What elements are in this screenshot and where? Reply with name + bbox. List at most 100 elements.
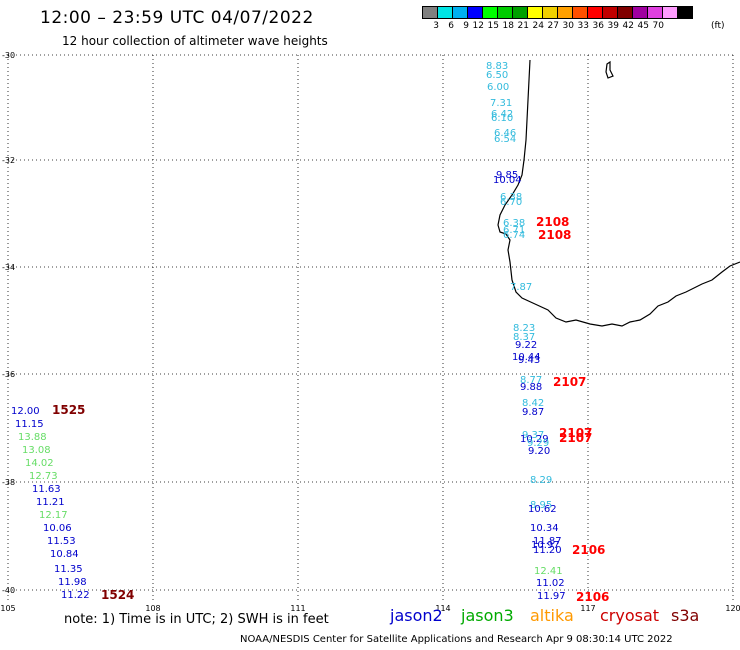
wave-height-value: 10.62	[528, 504, 557, 515]
legend-item-jason3: jason3	[461, 606, 514, 625]
wave-height-value: 11.20	[533, 545, 562, 556]
latitude-label: -38	[2, 478, 15, 487]
color-scale-tick: 3	[433, 21, 439, 31]
coastline-australia	[497, 59, 740, 327]
wave-height-value: 6.74	[503, 230, 525, 241]
wave-height-value: 8.42	[522, 398, 544, 409]
coastline-island	[605, 60, 614, 79]
wave-height-value: 6.42	[491, 109, 513, 120]
latitude-label: -40	[2, 586, 15, 595]
wave-height-value: 6.38	[503, 218, 525, 229]
pass-time-label: 1524	[101, 588, 134, 602]
graticule	[7, 54, 734, 600]
wave-height-value: 6.54	[494, 134, 516, 145]
wave-height-value: 9.29	[527, 438, 549, 449]
color-swatch	[677, 6, 693, 19]
pass-time-label: 2106	[576, 590, 609, 604]
wave-height-value: 10.84	[50, 549, 79, 560]
color-scale-tick: 9	[463, 21, 469, 31]
color-scale-unit: (ft)	[711, 21, 725, 31]
wave-height-value: 6.70	[500, 197, 522, 208]
wave-height-value: 6.00	[487, 82, 509, 93]
color-scale-tick: 30	[562, 21, 574, 31]
longitude-label: 120	[725, 604, 740, 613]
legend-item-s3a: s3a	[671, 606, 700, 625]
wave-height-value: 13.08	[22, 445, 51, 456]
color-scale-tick: 24	[532, 21, 544, 31]
wave-height-value: 12.17	[39, 510, 68, 521]
wave-height-value: 11.02	[536, 578, 565, 589]
wave-height-value: 8.95	[530, 500, 552, 511]
axis-labels: -30 -32 -34 -36 -38 -40 105 108 111 114 117 120	[0, 51, 740, 613]
color-scale-tick: 27	[547, 21, 559, 31]
wave-height-value: 11.87	[533, 536, 562, 547]
color-scale-tick: 45	[637, 21, 649, 31]
pass-time-label: 1525	[52, 403, 85, 417]
color-scale-tick: 33	[577, 21, 589, 31]
wave-height-value: 8.23	[513, 323, 535, 334]
map-title: 12:00 – 23:59 UTC 04/07/2022	[40, 8, 314, 28]
wave-height-value: 6.10	[491, 113, 513, 124]
color-scale-tick: 70	[652, 21, 664, 31]
wave-height-value: 11.63	[32, 484, 61, 495]
color-scale-labels: 3 6 9 12 15 18 21 24 27 30 33 36 39 42 45 70	[422, 21, 664, 31]
wave-height-value: 7.87	[510, 282, 532, 293]
legend-item-altika: altika	[530, 606, 574, 625]
color-scale-tick: 36	[592, 21, 604, 31]
wave-height-value: 11.22	[61, 590, 90, 601]
credit-line: NOAA/NESDIS Center for Satellite Applica…	[240, 634, 673, 645]
wave-height-value: 9.88	[520, 382, 542, 393]
wave-height-value: 11.53	[47, 536, 76, 547]
wave-height-value: 13.88	[18, 432, 47, 443]
map-subtitle: 12 hour collection of altimeter wave hei…	[62, 34, 328, 48]
pass-time-label: 2108	[536, 215, 569, 229]
color-scale-tick: 15	[487, 21, 499, 31]
pass-time-label: 2107	[553, 375, 586, 389]
color-scale-tick: 21	[517, 21, 529, 31]
pass-time-label: 2107	[559, 426, 592, 440]
wave-height-value: 8.83	[486, 61, 508, 72]
wave-height-value: 10.34	[530, 523, 559, 534]
wave-height-value: 6.50	[486, 70, 508, 81]
longitude-label: 105	[0, 604, 15, 613]
wave-height-value: 8.29	[530, 475, 552, 486]
wave-height-value: 9.20	[528, 446, 550, 457]
legend-item-cryosat: cryosat	[600, 606, 660, 625]
wave-height-value: 6.38	[500, 192, 522, 203]
longitude-label: 114	[435, 604, 450, 613]
wave-height-value: 10.06	[43, 523, 72, 534]
latitude-label: -36	[2, 370, 15, 379]
wave-height-value: 9.37	[522, 430, 544, 441]
wave-height-value: 12.00	[11, 406, 40, 417]
observations-layer: 8.836.506.007.316.426.106.466.549.8510.0…	[11, 61, 566, 602]
longitude-label: 111	[290, 604, 305, 613]
wave-height-value: 11.98	[58, 577, 87, 588]
wave-height-value: 10.29	[520, 434, 549, 445]
wave-height-value: 7.31	[490, 98, 512, 109]
color-scale-tick: 12	[472, 21, 484, 31]
wave-height-value: 8.77	[520, 375, 542, 386]
wave-height-value: 12.41	[534, 566, 563, 577]
color-scale-tick: 6	[448, 21, 454, 31]
pass-time-label: 2108	[538, 228, 571, 242]
latitude-label: -30	[2, 51, 15, 60]
wave-height-value: 10.44	[512, 352, 541, 363]
color-scale-bar	[422, 6, 693, 19]
wave-height-value: 14.02	[25, 458, 54, 469]
wave-height-value: 11.21	[36, 497, 65, 508]
wave-height-value: 9.87	[522, 407, 544, 418]
longitude-label: 117	[580, 604, 595, 613]
wave-height-value: 10.97	[531, 540, 560, 551]
latitude-label: -32	[2, 156, 15, 165]
wave-height-value: 11.35	[54, 564, 83, 575]
legend-item-jason2: jason2	[390, 606, 443, 625]
wave-height-value: 10.04	[493, 175, 522, 186]
wave-height-value: 8.37	[513, 332, 535, 343]
units-note: note: 1) Time is in UTC; 2) SWH is in fe…	[64, 612, 329, 627]
wave-height-value: 11.15	[15, 419, 44, 430]
wave-height-value: 6.71	[503, 225, 525, 236]
longitude-label: 108	[145, 604, 160, 613]
color-scale-tick: 42	[622, 21, 634, 31]
